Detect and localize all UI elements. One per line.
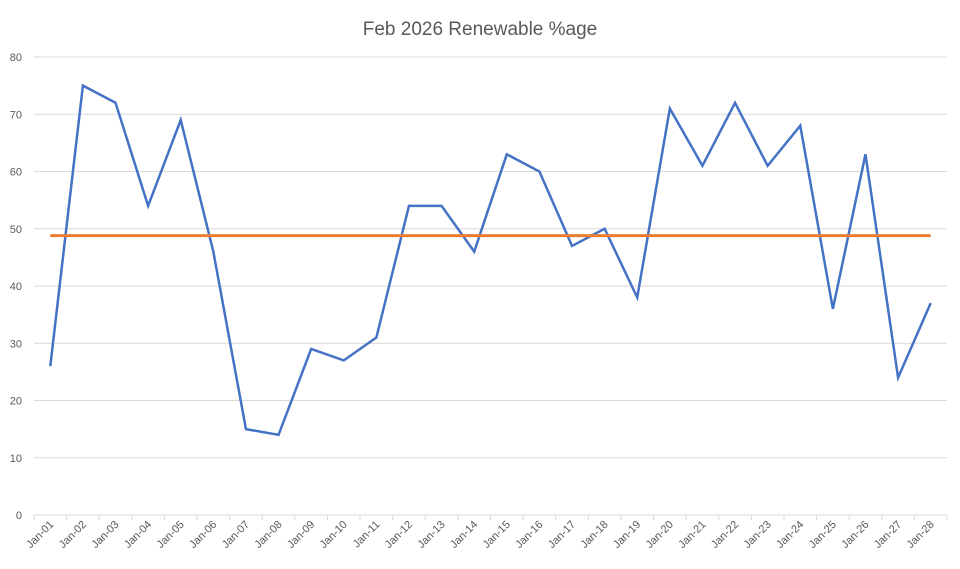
series-line-renewable <box>49 83 932 437</box>
x-tick-label: Jan-04 <box>122 519 154 551</box>
y-tick-label: 80 <box>10 52 22 64</box>
x-tick-label: Jan-24 <box>774 519 806 551</box>
x-tick-label: Jan-15 <box>481 519 513 551</box>
x-tick-label: Jan-21 <box>676 519 708 551</box>
x-tick-label: Jan-19 <box>611 519 643 551</box>
x-tick-label: Jan-07 <box>220 519 252 551</box>
x-tick-label: Jan-10 <box>318 519 350 551</box>
y-tick-label: 20 <box>10 396 22 408</box>
y-tick-label: 50 <box>10 224 22 236</box>
x-tick-label: Jan-03 <box>89 519 121 551</box>
y-tick-label: 60 <box>10 167 22 179</box>
x-tick-label: Jan-09 <box>285 519 317 551</box>
x-tick-label: Jan-26 <box>839 519 871 551</box>
x-tick-label: Jan-11 <box>351 519 383 551</box>
x-tick-label: Jan-02 <box>57 519 89 551</box>
x-tick-label: Jan-13 <box>415 519 447 551</box>
gridlines <box>34 56 947 459</box>
chart-title: Feb 2026 Renewable %age <box>363 19 598 40</box>
x-tick-label: Jan-16 <box>513 519 545 551</box>
y-tick-label: 70 <box>10 109 22 121</box>
x-tick-label: Jan-06 <box>187 519 219 551</box>
series-lines <box>49 83 932 437</box>
y-tick-label: 0 <box>16 510 22 522</box>
y-tick-label: 10 <box>10 453 22 465</box>
x-tick-label: Jan-18 <box>578 519 610 551</box>
y-tick-label: 30 <box>10 338 22 350</box>
x-tick-label: Jan-14 <box>448 519 480 551</box>
x-tick-label: Jan-27 <box>872 519 904 551</box>
x-tick-label: Jan-28 <box>905 519 937 551</box>
x-tick-label: Jan-20 <box>644 519 676 551</box>
x-tick-label: Jan-25 <box>807 519 839 551</box>
x-tick-label: Jan-23 <box>742 519 774 551</box>
y-tick-label: 40 <box>10 281 22 293</box>
x-tick-label: Jan-01 <box>24 519 56 551</box>
x-tick-label: Jan-05 <box>155 519 187 551</box>
x-tick-label: Jan-12 <box>383 519 415 551</box>
x-tick-label: Jan-17 <box>546 519 578 551</box>
x-tick-label: Jan-22 <box>709 519 741 551</box>
x-tick-label: Jan-08 <box>252 519 284 551</box>
